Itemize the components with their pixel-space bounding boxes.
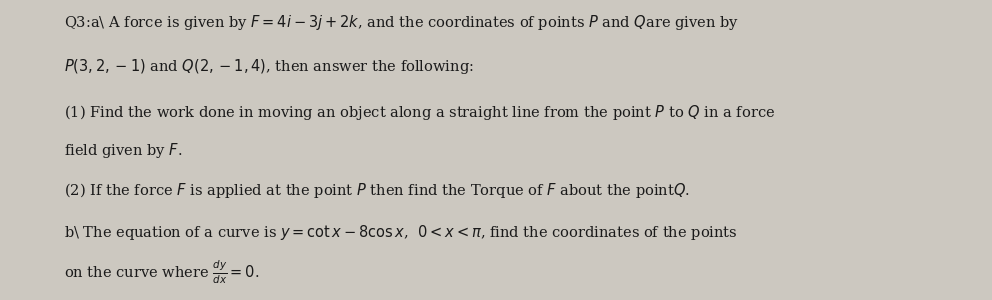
Text: (1) Find the work done in moving an object along a straight line from the point : (1) Find the work done in moving an obje… xyxy=(64,103,776,122)
Text: b\ The equation of a curve is $y = \cot x - 8\cos x$,  $0 < x < \pi$, find the c: b\ The equation of a curve is $y = \cot … xyxy=(64,223,738,242)
Text: field given by $F$.: field given by $F$. xyxy=(64,142,183,160)
Text: (2) If the force $F$ is applied at the point $P$ then find the Torque of $F$ abo: (2) If the force $F$ is applied at the p… xyxy=(64,181,690,200)
Text: Q3:a\ A force is given by $F = 4i - 3j + 2k$, and the coordinates of points $P$ : Q3:a\ A force is given by $F = 4i - 3j +… xyxy=(64,13,739,32)
Text: $P(3,2,-1)$ and $Q(2,-1,4)$, then answer the following:: $P(3,2,-1)$ and $Q(2,-1,4)$, then answer… xyxy=(64,58,474,76)
Text: on the curve where $\frac{dy}{dx} = 0$.: on the curve where $\frac{dy}{dx} = 0$. xyxy=(64,259,260,286)
